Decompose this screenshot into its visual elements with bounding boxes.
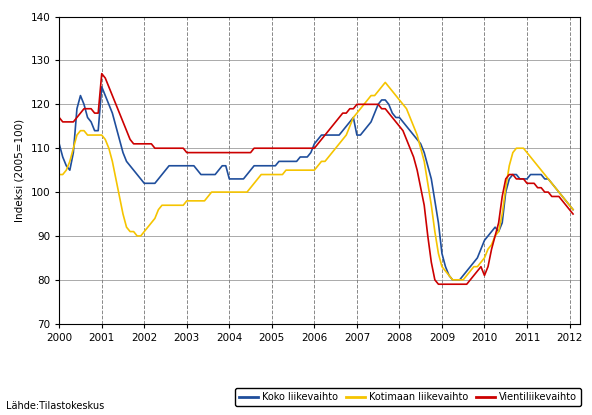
Line: Kotimaan liikevaihto: Kotimaan liikevaihto (59, 83, 573, 280)
Kotimaan liikevaihto (357, 106, 364, 111)
Kotimaan liikevaihto (56, 172, 63, 177)
Vientiliikevaihto (361, 102, 368, 107)
Vientiliikevaihto (98, 71, 105, 76)
Kotimaan liikevaihto (314, 163, 321, 168)
Koko liikevaihto (98, 84, 105, 89)
Vientiliikevaihto (570, 212, 577, 217)
Line: Vientiliikevaihto: Vientiliikevaihto (59, 73, 573, 284)
Vientiliikevaihto (120, 120, 127, 124)
Vientiliikevaihto (56, 115, 63, 120)
Koko liikevaihto (361, 128, 368, 133)
Koko liikevaihto (318, 132, 325, 137)
Kotimaan liikevaihto (570, 207, 577, 212)
Koko liikevaihto (570, 207, 577, 212)
Vientiliikevaihto (318, 137, 325, 142)
Vientiliikevaihto (186, 150, 194, 155)
Kotimaan liikevaihto (184, 198, 191, 203)
Koko liikevaihto (120, 150, 127, 155)
Kotimaan liikevaihto (180, 203, 187, 208)
Kotimaan liikevaihto (382, 80, 389, 85)
Legend: Koko liikevaihto, Kotimaan liikevaihto, Vientiliikevaihto: Koko liikevaihto, Kotimaan liikevaihto, … (234, 388, 581, 406)
Koko liikevaihto (184, 163, 191, 168)
Line: Koko liikevaihto: Koko liikevaihto (59, 87, 573, 280)
Vientiliikevaihto (435, 282, 442, 287)
Y-axis label: Indeksi (2005=100): Indeksi (2005=100) (15, 119, 25, 222)
Koko liikevaihto (56, 142, 63, 146)
Kotimaan liikevaihto (116, 194, 123, 199)
Kotimaan liikevaihto (449, 277, 456, 282)
Vientiliikevaihto (184, 150, 191, 155)
Koko liikevaihto (449, 277, 456, 282)
Koko liikevaihto (186, 163, 194, 168)
Vientiliikevaihto (204, 150, 211, 155)
Text: Lähde:Tilastokeskus: Lähde:Tilastokeskus (6, 401, 104, 411)
Koko liikevaihto (204, 172, 211, 177)
Kotimaan liikevaihto (201, 198, 208, 203)
